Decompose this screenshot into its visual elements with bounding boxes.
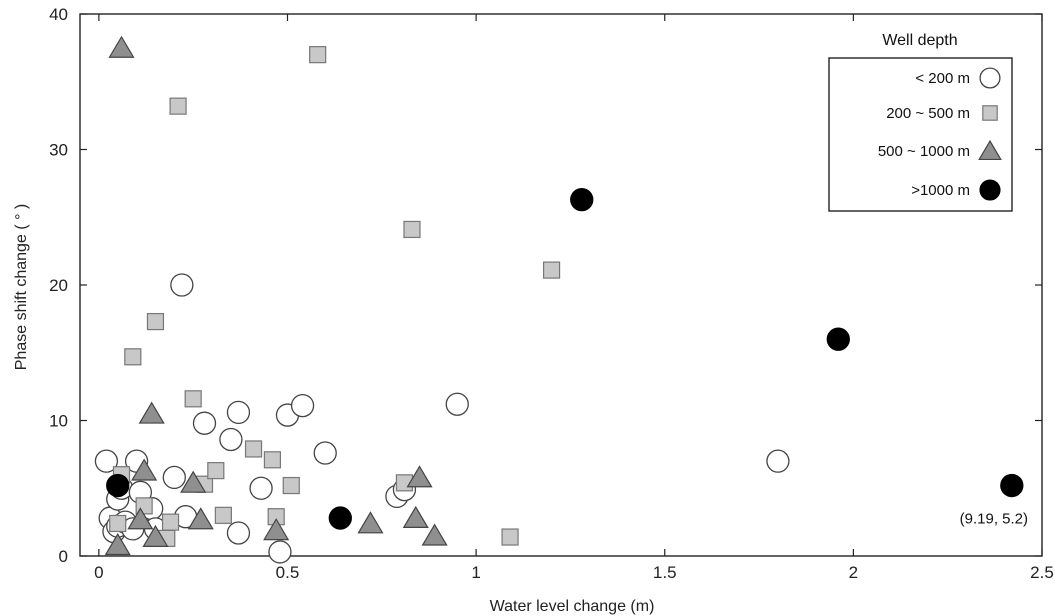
y-tick-label: 40	[49, 5, 68, 24]
data-point	[146, 312, 165, 331]
data-point	[106, 473, 130, 498]
data-point	[109, 514, 127, 533]
x-tick-label: 1	[471, 563, 480, 582]
data-point	[94, 449, 119, 473]
data-point	[104, 532, 131, 556]
data-point	[226, 400, 251, 425]
legend-item: 500 ~ 1000 m	[878, 139, 1002, 161]
series-group	[106, 187, 1024, 530]
legend-item: 200 ~ 500 m	[886, 105, 998, 122]
data-point	[170, 273, 194, 297]
data-point	[161, 513, 180, 531]
data-point	[1000, 473, 1024, 498]
data-point	[184, 390, 202, 408]
data-point	[226, 521, 251, 545]
data-point	[192, 411, 217, 435]
x-tick-label: 2	[849, 563, 858, 582]
data-point	[268, 540, 292, 564]
x-axis: 0 0.5 1 1.5 2 2.5	[94, 14, 1054, 582]
y-axis-label: Phase shift change ( ° )	[13, 204, 30, 370]
data-point	[169, 97, 187, 115]
data-point	[244, 440, 263, 458]
data-point	[406, 465, 433, 488]
legend-label: 200 ~ 500 m	[886, 105, 970, 122]
data-point	[214, 506, 232, 524]
data-point	[249, 476, 273, 500]
data-point	[309, 46, 327, 64]
y-tick-label: 30	[49, 141, 68, 160]
data-point	[162, 465, 186, 490]
data-point	[127, 507, 154, 530]
y-tick-label: 0	[59, 547, 68, 566]
x-tick-label: 1.5	[653, 563, 677, 582]
legend-marker	[979, 179, 1001, 201]
legend-item: >1000 m	[911, 179, 1001, 201]
data-point	[445, 392, 469, 416]
x-axis-label: Water level change (m)	[490, 598, 655, 615]
data-point	[131, 458, 158, 481]
legend-item: < 200 m	[915, 67, 1001, 89]
legend-marker	[979, 67, 1001, 89]
data-point	[219, 427, 243, 452]
data-point	[421, 523, 448, 546]
x-tick-label: 0	[94, 563, 103, 582]
data-point	[328, 506, 352, 530]
legend: Well depth < 200 m 200 ~ 500 m 500 ~ 1000 …	[828, 32, 1013, 212]
legend-label: 500 ~ 1000 m	[878, 143, 970, 160]
data-point	[766, 449, 790, 473]
data-point	[263, 518, 290, 541]
data-point	[501, 528, 519, 546]
legend-marker	[982, 105, 998, 121]
y-tick-label: 20	[49, 276, 68, 295]
y-axis: 0 10 20 30 40	[49, 5, 1042, 566]
data-point	[542, 261, 561, 279]
data-point	[402, 505, 429, 529]
annotations: (9.19, 5.2)	[960, 511, 1028, 528]
legend-label: < 200 m	[915, 70, 970, 87]
data-point	[313, 441, 337, 465]
data-point	[180, 470, 207, 493]
data-point	[138, 401, 165, 424]
data-point	[826, 327, 850, 351]
data-point	[357, 511, 384, 534]
x-tick-label: 2.5	[1030, 563, 1054, 582]
data-points	[94, 35, 1024, 564]
data-point	[207, 462, 225, 480]
point-annotation: (9.19, 5.2)	[960, 511, 1028, 528]
data-point	[108, 35, 135, 58]
legend-marker	[978, 139, 1002, 161]
data-point	[263, 451, 281, 469]
legend-label: >1000 m	[911, 182, 970, 199]
data-point	[570, 187, 594, 212]
data-point	[187, 507, 214, 530]
data-point	[290, 393, 315, 418]
data-point	[124, 348, 142, 366]
y-tick-label: 10	[49, 412, 68, 431]
data-point	[403, 220, 421, 239]
data-point	[282, 476, 300, 495]
legend-title: Well depth	[882, 32, 957, 49]
x-tick-label: 0.5	[276, 563, 300, 582]
data-point	[142, 524, 169, 547]
series-group	[104, 35, 448, 556]
